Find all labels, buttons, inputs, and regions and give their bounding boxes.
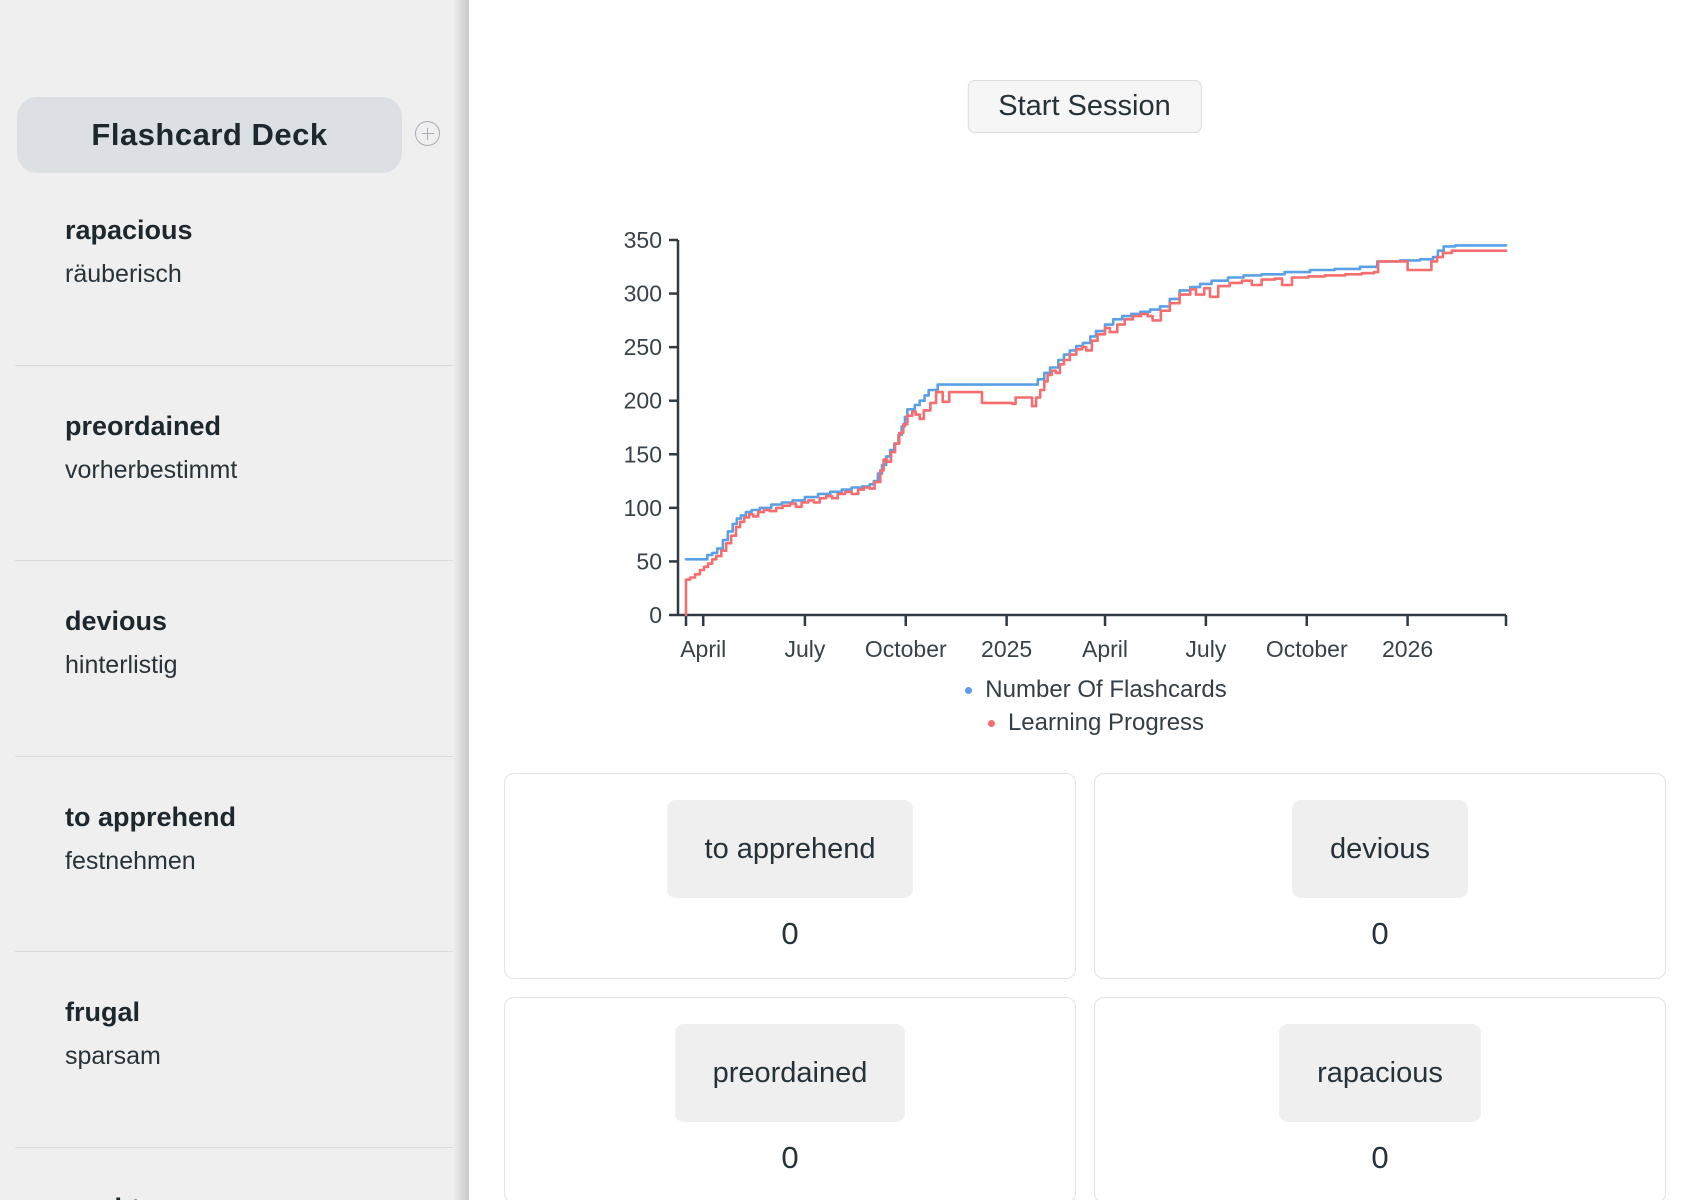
- card-translation: hinterlistig: [65, 651, 178, 679]
- chart-legend: Number Of Flashcards Learning Progress: [686, 676, 1506, 737]
- card-translation: sparsam: [65, 1042, 161, 1070]
- list-item[interactable]: devious hinterlistig: [15, 561, 453, 757]
- svg-text:100: 100: [624, 495, 662, 521]
- list-item[interactable]: ought: [15, 1148, 453, 1200]
- list-item[interactable]: preordained vorherbestimmt: [15, 366, 453, 561]
- main-panel: Start Session 0 50 100 150 200 250 300 350 April…: [469, 0, 1700, 1200]
- svg-text:2025: 2025: [981, 636, 1032, 662]
- quiz-card: preordained 0: [504, 997, 1076, 1200]
- svg-text:250: 250: [624, 334, 662, 360]
- legend-label: Learning Progress: [1007, 709, 1205, 736]
- progress-chart-svg: 0 50 100 150 200 250 300 350 April July October 202…: [624, 227, 1508, 662]
- svg-text:July: July: [1185, 636, 1226, 662]
- progress-chart: 0 50 100 150 200 250 300 350 April July October 202…: [590, 190, 1540, 675]
- deck-sidebar: Flashcard Deck rapacious räuberisch preo…: [0, 0, 469, 1200]
- svg-text:October: October: [865, 636, 947, 662]
- svg-text:350: 350: [624, 227, 662, 253]
- list-item[interactable]: to apprehend festnehmen: [15, 757, 453, 952]
- quiz-card: devious 0: [1094, 773, 1666, 979]
- svg-text:October: October: [1266, 636, 1348, 662]
- start-session-button[interactable]: Start Session: [967, 80, 1202, 133]
- card-word: ought: [65, 1192, 453, 1200]
- svg-text:July: July: [784, 636, 825, 662]
- svg-text:0: 0: [649, 602, 662, 628]
- deck-title-pill[interactable]: Flashcard Deck: [17, 97, 402, 173]
- card-translation: festnehmen: [65, 846, 196, 875]
- quiz-card: rapacious 0: [1094, 997, 1666, 1200]
- quiz-count: 0: [1371, 1140, 1389, 1175]
- card-translation: vorherbestimmt: [65, 455, 238, 484]
- flashcards-legend-dot-icon: [965, 686, 973, 694]
- legend-item-progress: Learning Progress: [987, 709, 1205, 737]
- quiz-word-button[interactable]: preordained: [674, 1024, 906, 1122]
- add-card-button[interactable]: [415, 121, 440, 146]
- svg-text:April: April: [1082, 636, 1128, 662]
- deck-card-list: rapacious räuberisch preordained vorherb…: [0, 170, 469, 1200]
- card-word: rapacious: [65, 215, 193, 245]
- svg-text:2026: 2026: [1382, 636, 1433, 662]
- quiz-word-button[interactable]: rapacious: [1279, 1024, 1481, 1122]
- svg-text:200: 200: [624, 388, 662, 414]
- svg-text:150: 150: [624, 441, 662, 467]
- card-word: preordained: [65, 410, 222, 441]
- svg-text:April: April: [680, 636, 726, 662]
- quiz-count: 0: [781, 916, 799, 951]
- quiz-word-button[interactable]: to apprehend: [666, 800, 914, 898]
- quiz-card: to apprehend 0: [504, 773, 1076, 979]
- deck-title: Flashcard Deck: [91, 117, 328, 152]
- svg-text:50: 50: [636, 548, 662, 574]
- legend-item-flashcards: Number Of Flashcards: [965, 676, 1227, 704]
- card-word: to apprehend: [65, 801, 237, 832]
- list-item[interactable]: rapacious räuberisch: [15, 170, 453, 366]
- quiz-card-grid: to apprehend 0 devious 0 preordained 0 r…: [504, 773, 1666, 1200]
- list-item[interactable]: frugal sparsam: [15, 952, 453, 1148]
- card-word: frugal: [65, 997, 141, 1027]
- quiz-word-button[interactable]: devious: [1292, 800, 1468, 898]
- svg-text:300: 300: [624, 281, 662, 307]
- quiz-count: 0: [1371, 916, 1389, 951]
- quiz-count: 0: [781, 1140, 799, 1175]
- legend-label: Number Of Flashcards: [985, 676, 1227, 703]
- card-word: devious: [65, 606, 168, 636]
- plus-icon: [421, 132, 434, 135]
- card-translation: räuberisch: [65, 260, 182, 288]
- progress-legend-dot-icon: [987, 719, 995, 727]
